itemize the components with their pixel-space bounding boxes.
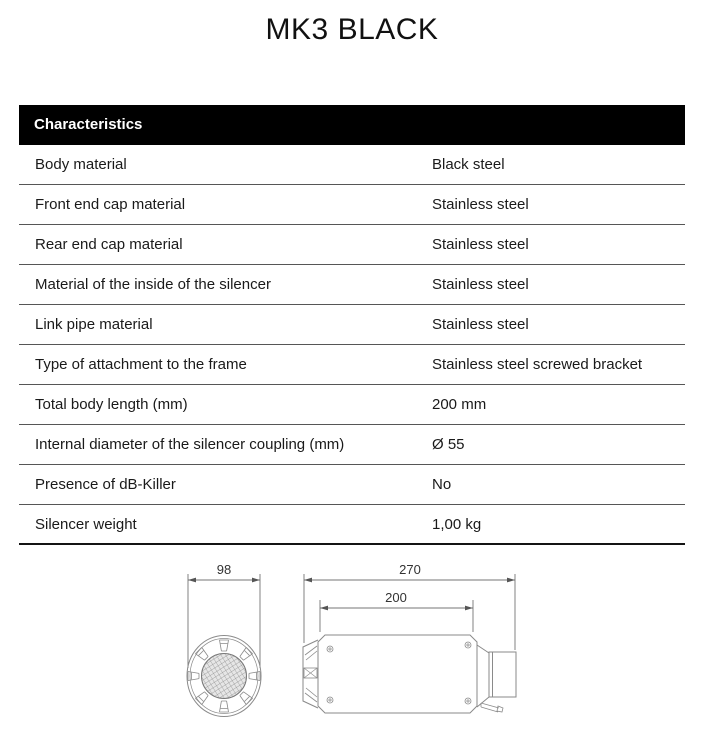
row-label: Front end cap material [35, 196, 186, 213]
table-row: Material of the inside of the silencer S… [19, 265, 685, 305]
row-value: 200 mm [432, 396, 487, 413]
row-value: Ø 55 [432, 436, 465, 453]
row-value: Stainless steel [432, 196, 529, 213]
table-row: Presence of dB-Killer No [19, 465, 685, 505]
row-label: Type of attachment to the frame [35, 356, 247, 373]
side-body-length-dim-label: 200 [385, 590, 407, 605]
row-label: Silencer weight [35, 516, 137, 533]
characteristics-table: Characteristics Body material Black stee… [19, 105, 685, 545]
table-row: Link pipe material Stainless steel [19, 305, 685, 345]
row-label: Presence of dB-Killer [35, 476, 176, 493]
outlet-pipe [488, 651, 517, 698]
row-value: Stainless steel [432, 276, 529, 293]
row-value: 1,00 kg [432, 516, 482, 533]
row-label: Internal diameter of the silencer coupli… [35, 436, 345, 453]
table-row: Internal diameter of the silencer coupli… [19, 425, 685, 465]
page-title: MK3 BLACK [265, 13, 439, 46]
table-row: Front end cap material Stainless steel [19, 185, 685, 225]
silencer-body [317, 634, 478, 714]
row-value: Stainless steel [432, 236, 529, 253]
side-total-length-dim-label: 270 [399, 562, 421, 577]
row-value: No [432, 476, 452, 493]
side-view: 270 200 [302, 562, 517, 714]
silencer-outer-ring [186, 635, 262, 717]
technical-drawing: 98 270 [0, 555, 704, 738]
front-rim [302, 639, 319, 709]
dimension-270 [303, 574, 516, 650]
silencer-spokes [187, 639, 261, 713]
dimension-98 [187, 574, 261, 668]
row-label: Rear end cap material [35, 236, 183, 253]
dimension-200 [319, 600, 474, 632]
body-rivets [326, 641, 472, 705]
rear-chamfer [476, 644, 490, 708]
row-value: Stainless steel [432, 316, 529, 333]
table-row: Body material Black steel [19, 145, 685, 185]
mounting-bolt [480, 702, 504, 713]
table-row: Type of attachment to the frame Stainles… [19, 345, 685, 385]
row-label: Total body length (mm) [35, 396, 188, 413]
row-label: Material of the inside of the silencer [35, 276, 271, 293]
row-value: Stainless steel screwed bracket [432, 356, 643, 373]
table-row: Total body length (mm) 200 mm [19, 385, 685, 425]
row-label: Body material [35, 156, 127, 173]
silencer-drawing-svg: 98 270 [186, 562, 517, 717]
table-row: Silencer weight 1,00 kg [19, 505, 685, 545]
front-width-dim-label: 98 [217, 562, 231, 577]
table-row: Rear end cap material Stainless steel [19, 225, 685, 265]
table-header: Characteristics [19, 105, 685, 145]
row-value: Black steel [432, 156, 505, 173]
silencer-mesh [201, 653, 247, 699]
front-view: 98 [186, 562, 262, 717]
row-label: Link pipe material [35, 316, 153, 333]
